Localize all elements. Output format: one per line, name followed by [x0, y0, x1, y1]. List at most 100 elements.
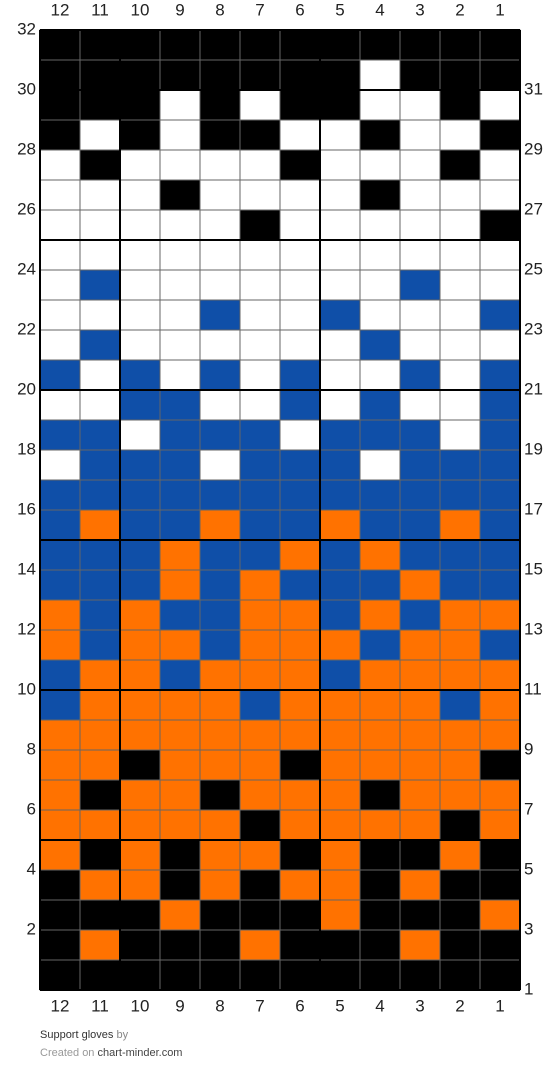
cell: [319, 539, 361, 571]
cell: [159, 569, 201, 601]
cell: [79, 959, 121, 991]
column-label-bottom: 6: [295, 996, 304, 1015]
column-label-bottom: 4: [375, 996, 384, 1015]
cell: [319, 269, 361, 301]
cell: [279, 869, 321, 901]
cell: [79, 179, 121, 211]
cell: [479, 479, 521, 511]
column-label-top: 11: [91, 0, 109, 19]
cell: [399, 629, 441, 661]
cell: [399, 659, 441, 691]
column-label-top: 12: [51, 0, 70, 19]
cell: [239, 479, 281, 511]
cell: [119, 29, 161, 61]
cell: [399, 479, 441, 511]
cell: [159, 149, 201, 181]
cell: [439, 509, 481, 541]
cell: [439, 359, 481, 391]
cell: [79, 839, 121, 871]
column-label-bottom: 3: [415, 996, 424, 1015]
cell: [479, 59, 521, 91]
cell: [79, 479, 121, 511]
cell: [159, 509, 201, 541]
row-label: 24: [17, 259, 36, 278]
cell: [79, 509, 121, 541]
cell: [479, 149, 521, 181]
cell: [359, 929, 401, 961]
cell: [239, 749, 281, 781]
cell: [439, 539, 481, 571]
cell: [119, 749, 161, 781]
cell: [279, 119, 321, 151]
column-label-top: 7: [255, 0, 264, 19]
cell: [159, 599, 201, 631]
cell: [399, 389, 441, 421]
cell: [279, 959, 321, 991]
cell: [319, 329, 361, 361]
cell: [199, 869, 241, 901]
cell: [319, 149, 361, 181]
column-label-bottom: 10: [131, 996, 150, 1015]
cell: [479, 599, 521, 631]
cell: [119, 509, 161, 541]
cell: [479, 299, 521, 331]
cell: [399, 419, 441, 451]
cell: [39, 359, 81, 391]
cell: [319, 479, 361, 511]
column-label-top: 2: [455, 0, 464, 19]
cell: [479, 329, 521, 361]
cell: [159, 269, 201, 301]
cell: [439, 689, 481, 721]
cell: [359, 539, 401, 571]
row-label: 6: [27, 799, 36, 818]
cell: [199, 359, 241, 391]
cell: [279, 359, 321, 391]
cell: [399, 839, 441, 871]
cell: [159, 779, 201, 811]
cell: [239, 449, 281, 481]
cell: [199, 419, 241, 451]
cell: [119, 719, 161, 751]
cell: [359, 89, 401, 121]
cell: [439, 209, 481, 241]
column-label-bottom: 8: [215, 996, 224, 1015]
cell: [119, 899, 161, 931]
cell: [239, 599, 281, 631]
column-label-top: 4: [375, 0, 384, 19]
cell: [199, 209, 241, 241]
cell: [399, 59, 441, 91]
cell: [359, 329, 401, 361]
cell: [159, 389, 201, 421]
cell: [479, 209, 521, 241]
cell: [319, 629, 361, 661]
cell: [199, 299, 241, 331]
cell: [479, 539, 521, 571]
cell: [79, 269, 121, 301]
cell: [399, 239, 441, 271]
cell: [359, 29, 401, 61]
cell: [359, 239, 401, 271]
cell: [159, 119, 201, 151]
cell: [439, 719, 481, 751]
cell: [159, 869, 201, 901]
cell: [159, 719, 201, 751]
cell: [319, 59, 361, 91]
cell: [119, 479, 161, 511]
cell: [399, 569, 441, 601]
cell: [439, 119, 481, 151]
cell: [279, 659, 321, 691]
cell: [119, 119, 161, 151]
cell: [479, 659, 521, 691]
cell: [399, 149, 441, 181]
cell: [199, 29, 241, 61]
cell: [319, 959, 361, 991]
cell: [439, 29, 481, 61]
cell: [159, 839, 201, 871]
cell: [439, 479, 481, 511]
cell: [279, 749, 321, 781]
site[interactable]: chart-minder.com: [98, 1047, 183, 1059]
cell: [359, 479, 401, 511]
cell: [159, 419, 201, 451]
cell: [39, 89, 81, 121]
cell: [119, 419, 161, 451]
